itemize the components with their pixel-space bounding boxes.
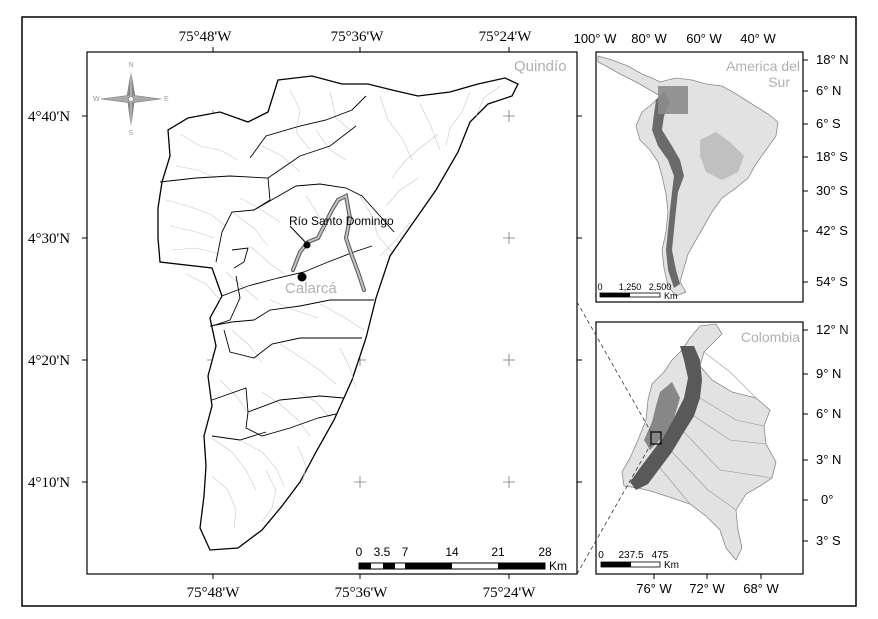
south-america-landmass (597, 55, 779, 297)
colombia-andes-relief (630, 346, 702, 490)
co-lat-label-2: 9° N (816, 366, 841, 381)
calarca-point (297, 272, 307, 282)
colombia-department-lines (659, 351, 773, 511)
co-lon-label-3: 68° W (743, 581, 779, 596)
quindio-boundary (157, 75, 519, 551)
main-map-panel: 75°48'W 75°36'W 75°24'W 75°48'W 75°36'W … (28, 29, 582, 601)
sa-lat-label-1: 18° N (816, 52, 849, 67)
lat-label-1: 4°40'N (28, 109, 70, 125)
co-lon-label-1: 76° W (636, 581, 672, 596)
town-label-calarca: Calarcá (285, 280, 337, 297)
river-label-leader (289, 225, 308, 245)
sa-lat-label-3: 6° S (816, 116, 841, 131)
scale-tick-0: 0 (356, 545, 363, 559)
bottom-lon-label-1: 75°48'W (187, 585, 241, 601)
scale-tick-2: 7 (402, 545, 409, 559)
co-lat-label-5: 0° (821, 492, 833, 507)
sa-lon-label-3: 60° W (686, 31, 722, 46)
bottom-lon-label-2: 75°36'W (335, 585, 389, 601)
co-lat-label-6: 3° S (816, 533, 841, 548)
study-area-box (650, 431, 662, 445)
scale-tick-4: 21 (491, 545, 505, 559)
sa-lat-label-7: 54° S (816, 274, 848, 289)
sa-lat-label-2: 6° N (816, 83, 841, 98)
co-scale-unit: Km (664, 560, 679, 571)
scale-tick-5: 28 (538, 545, 552, 559)
region-label-quindio: Quindío (514, 58, 567, 75)
sa-lat-label-4: 18° S (816, 149, 848, 164)
sa-scale-tick-1: 1,250 (619, 282, 642, 292)
main-map-frame-ticks (82, 47, 582, 579)
sa-scale-bar: 0 1,250 2,500 Km (597, 282, 677, 301)
sa-lon-label-4: 40° W (740, 31, 776, 46)
south-america-title: America del (726, 58, 800, 74)
top-lon-label-3: 75°24'W (479, 29, 533, 45)
top-lon-label-2: 75°36'W (331, 29, 385, 45)
main-scale-bar: 0 3.5 7 14 21 28 Km (356, 545, 567, 573)
compass-s-label: S (129, 130, 134, 137)
top-lon-label-1: 75°48'W (179, 29, 233, 45)
co-lon-label-2: 72° W (689, 581, 725, 596)
andes-relief (652, 92, 684, 288)
sa-lat-label-5: 30° S (816, 183, 848, 198)
scale-tick-3: 14 (445, 545, 459, 559)
river-label: Río Santo Domingo (289, 214, 394, 228)
lat-label-3: 4°20'N (28, 353, 70, 369)
co-scale-tick-2: 475 (652, 550, 669, 561)
compass-rose-icon: N S E W (93, 62, 169, 137)
sa-lat-label-6: 42° S (816, 223, 848, 238)
co-scale-bar: 0 237.5 475 Km (598, 550, 679, 571)
compass-n-label: N (128, 62, 133, 69)
colombia-landmass (621, 323, 777, 561)
river-point (303, 241, 311, 249)
co-frame-ticks (653, 329, 808, 579)
highlands-relief (700, 132, 744, 180)
co-lat-label-1: 12° N (816, 322, 849, 337)
co-scale-tick-1: 237.5 (618, 550, 643, 561)
colombia-title: Colombia (741, 329, 800, 345)
scale-unit: Km (549, 559, 567, 573)
co-scale-tick-0: 0 (598, 550, 604, 561)
compass-e-label: E (164, 96, 169, 103)
sa-frame-ticks (803, 59, 808, 283)
sa-scale-unit: Km (664, 291, 678, 301)
colombia-cordillera-relief (644, 382, 680, 450)
lat-label-2: 4°30'N (28, 231, 70, 247)
south-america-subtitle-sur: Sur (768, 74, 790, 90)
scale-tick-1: 3.5 (374, 545, 391, 559)
colombia-inset: Colombia 76° W 72° W 68° W 12° N 9° N 6°… (595, 321, 849, 596)
sa-lon-label-1: 100° W (574, 31, 618, 46)
inset-connector-lines (576, 301, 652, 575)
colombia-highlight (658, 86, 688, 114)
co-lat-label-4: 3° N (816, 452, 841, 467)
bottom-lon-label-3: 75°24'W (483, 585, 537, 601)
sa-lon-label-2: 80° W (631, 31, 667, 46)
co-lat-label-3: 6° N (816, 406, 841, 421)
lat-label-4: 4°10'N (28, 475, 70, 491)
south-america-inset: America del Sur 100° W 80° W 60° W 40° W… (574, 31, 849, 303)
sub-basin-boundaries (159, 95, 395, 441)
sa-scale-tick-2: 2,500 (649, 282, 672, 292)
sa-scale-tick-0: 0 (597, 282, 602, 292)
compass-w-label: W (93, 96, 100, 103)
